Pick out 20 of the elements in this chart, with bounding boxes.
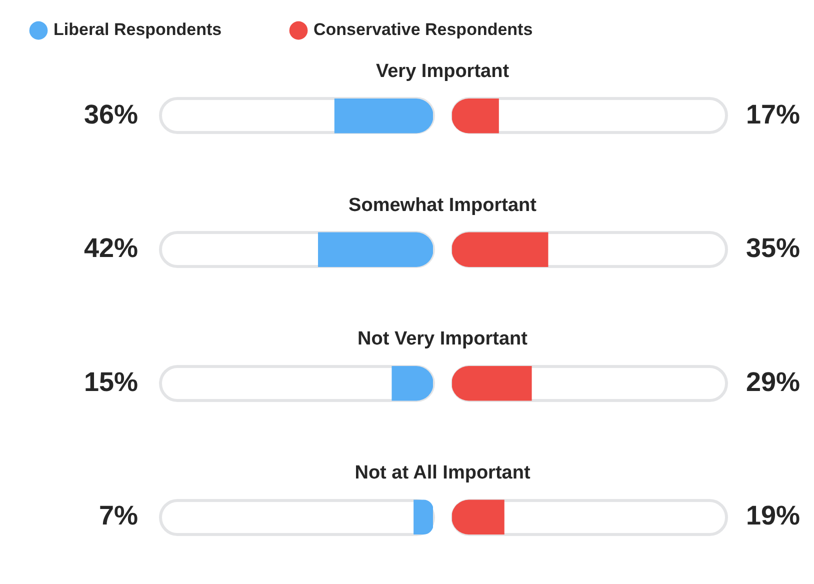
data-label: 17%	[746, 99, 800, 130]
bar	[452, 500, 504, 534]
data-label: 36%	[84, 99, 138, 130]
data-label: 35%	[746, 233, 800, 264]
bar	[414, 500, 433, 534]
legend-label: Conservative Respondents	[314, 20, 533, 40]
y-tick-label: Very Important	[376, 61, 510, 82]
y-tick-label: Not at All Important	[354, 462, 531, 484]
data-label: 19%	[746, 500, 800, 531]
bar	[318, 232, 433, 267]
y-tick-label: Not Very Important	[358, 328, 528, 350]
bar	[334, 98, 433, 134]
bar	[452, 232, 548, 267]
data-label: 29%	[746, 366, 800, 397]
y-tick-label: Somewhat Important	[348, 194, 538, 216]
data-label: 7%	[98, 500, 138, 531]
data-label: 15%	[84, 366, 138, 397]
bar	[452, 366, 532, 401]
data-label: 42%	[84, 233, 138, 264]
legend-label: Liberal Respondents	[54, 20, 222, 40]
